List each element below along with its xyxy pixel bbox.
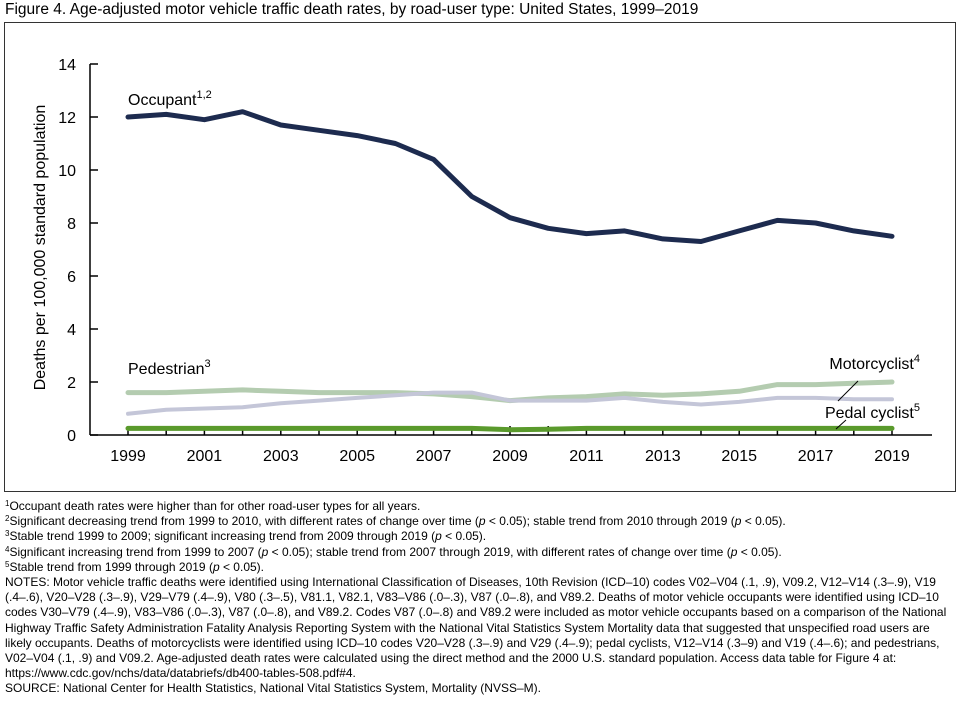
x-tick-label: 2007 (416, 448, 452, 465)
x-tick-label: 1999 (110, 448, 146, 465)
source-text: SOURCE: National Center for Health Stati… (5, 681, 541, 696)
series-line-motorcyclist (126, 390, 894, 416)
x-tick-label: 2019 (874, 448, 910, 465)
label-pedal-cyclist: Pedal cyclist5 (825, 402, 920, 422)
x-tick-label: 2011 (569, 448, 604, 465)
y-tick-label: 4 (67, 322, 76, 339)
x-tick-label: 2005 (339, 448, 375, 465)
chart-frame (4, 22, 956, 492)
notes-text: NOTES: Motor vehicle traffic deaths were… (5, 575, 947, 666)
y-tick-label: 2 (67, 375, 76, 392)
footnote-4: 4Significant increasing trend from 1999 … (5, 544, 782, 559)
x-tick-label: 2009 (492, 448, 528, 465)
y-tick-label: 12 (58, 110, 76, 127)
x-tick-label: 2013 (645, 448, 681, 465)
y-tick-label: 0 (67, 428, 76, 445)
y-tick-label: 14 (58, 57, 76, 74)
y-axis-label: Deaths per 100,000 standard population (32, 105, 49, 391)
x-tick-label: 2015 (721, 448, 757, 465)
figure-notes: 1Occupant death rates were higher than f… (5, 499, 955, 697)
x-tick-label: 2001 (187, 448, 223, 465)
line-chart: 0 2 4 6 8 10 12 14 1999 2001 2003 2005 2007 2009 2011 2… (32, 57, 932, 465)
x-tick-label: 2017 (798, 448, 834, 465)
y-tick-label: 8 (67, 216, 76, 233)
data-table-link[interactable]: https://www.cdc.gov/nchs/data/databriefs… (5, 666, 356, 681)
series-line-occupant (125, 109, 895, 244)
y-tick-label: 6 (67, 269, 76, 286)
figure-title: Figure 4. Age-adjusted motor vehicle tra… (5, 1, 699, 18)
x-tick-label: 2003 (263, 448, 299, 465)
footnote-2: 2Significant decreasing trend from 1999 … (5, 514, 786, 529)
footnote-3: 3Stable trend 1999 to 2009; significant … (5, 529, 487, 544)
label-pedestrian: Pedestrian3 (128, 358, 211, 378)
series-line-pedal-cyclist (125, 425, 895, 433)
label-motorcyclist: Motorcyclist4 (829, 353, 920, 373)
leader-line-pedal-cyclist (835, 419, 847, 430)
footnote-5: 5Stable trend from 1999 through 2019 (p … (5, 559, 264, 574)
footnotes-list: 1Occupant death rates were higher than f… (5, 499, 955, 575)
footnote-1: 1Occupant death rates were higher than f… (5, 499, 421, 513)
y-tick-label: 10 (58, 163, 76, 180)
label-occupant: Occupant1,2 (128, 89, 212, 109)
leader-line-motorcyclist (837, 380, 859, 402)
